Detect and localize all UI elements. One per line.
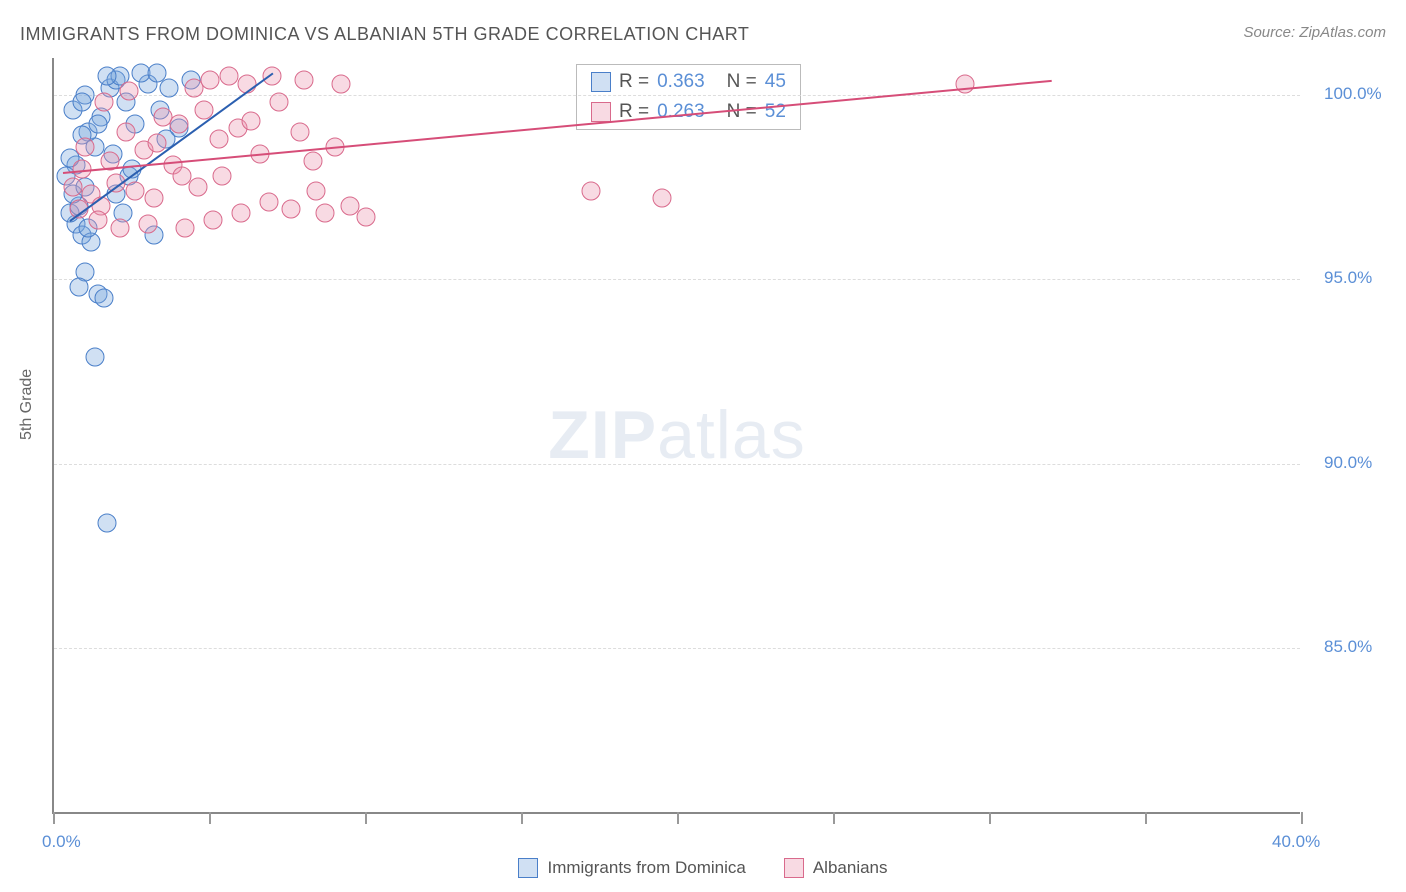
x-tick	[1301, 812, 1303, 824]
data-point	[73, 93, 92, 112]
data-point	[332, 74, 351, 93]
data-point	[210, 130, 229, 149]
data-point	[160, 78, 179, 97]
data-point	[144, 189, 163, 208]
data-point	[282, 200, 301, 219]
legend-row: R = 0.363 N = 45	[577, 67, 800, 97]
data-point	[98, 513, 117, 532]
data-point	[69, 277, 88, 296]
watermark: ZIPatlas	[548, 396, 805, 474]
legend-swatch	[591, 72, 611, 92]
series-name: Albanians	[813, 858, 888, 878]
legend-n-label: N =	[727, 101, 757, 123]
data-point	[291, 122, 310, 141]
legend-swatch	[784, 858, 804, 878]
x-tick	[1145, 812, 1147, 824]
data-point	[138, 214, 157, 233]
chart-title: IMMIGRANTS FROM DOMINICA VS ALBANIAN 5TH…	[20, 24, 749, 45]
y-tick-label: 85.0%	[1324, 637, 1372, 657]
x-tick	[53, 812, 55, 824]
legend-swatch	[518, 858, 538, 878]
data-point	[219, 67, 238, 86]
data-point	[357, 207, 376, 226]
data-point	[98, 67, 117, 86]
data-point	[260, 192, 279, 211]
x-tick-label: 40.0%	[1272, 832, 1320, 852]
series-name: Immigrants from Dominica	[547, 858, 745, 878]
data-point	[85, 347, 104, 366]
data-point	[126, 181, 145, 200]
data-point	[94, 288, 113, 307]
data-point	[116, 122, 135, 141]
x-tick	[209, 812, 211, 824]
data-point	[316, 203, 335, 222]
gridline	[54, 648, 1300, 649]
watermark-light: atlas	[657, 397, 806, 473]
data-point	[294, 71, 313, 90]
data-point	[307, 181, 326, 200]
data-point	[169, 115, 188, 134]
data-point	[188, 178, 207, 197]
legend-swatch	[591, 102, 611, 122]
x-tick	[521, 812, 523, 824]
legend-n-label: N =	[727, 71, 757, 93]
legend-r-value: 0.363	[657, 71, 705, 93]
data-point	[88, 211, 107, 230]
data-point	[147, 63, 166, 82]
y-axis-label: 5th Grade	[18, 369, 36, 440]
data-point	[94, 93, 113, 112]
x-tick	[989, 812, 991, 824]
data-point	[269, 93, 288, 112]
gridline	[54, 464, 1300, 465]
source-label: Source: ZipAtlas.com	[1243, 24, 1386, 41]
data-point	[241, 111, 260, 130]
data-point	[201, 71, 220, 90]
plot-area: ZIPatlas R =0.363N =45R =0.263N =52	[52, 58, 1300, 814]
x-tick	[833, 812, 835, 824]
y-tick-label: 100.0%	[1324, 84, 1382, 104]
data-point	[88, 115, 107, 134]
series-legend-item: Immigrants from Dominica	[518, 858, 745, 878]
watermark-bold: ZIP	[548, 397, 657, 473]
data-point	[232, 203, 251, 222]
data-point	[76, 137, 95, 156]
data-point	[213, 167, 232, 186]
data-point	[303, 152, 322, 171]
x-tick	[677, 812, 679, 824]
series-legend: Immigrants from Dominica Albanians	[0, 858, 1406, 878]
data-point	[176, 218, 195, 237]
x-tick	[365, 812, 367, 824]
y-tick-label: 90.0%	[1324, 453, 1372, 473]
x-tick-label: 0.0%	[42, 832, 81, 852]
data-point	[204, 211, 223, 230]
data-point	[581, 181, 600, 200]
data-point	[110, 218, 129, 237]
data-point	[147, 133, 166, 152]
data-point	[653, 189, 672, 208]
y-tick-label: 95.0%	[1324, 268, 1372, 288]
data-point	[119, 82, 138, 101]
legend-r-label: R =	[619, 71, 649, 93]
gridline	[54, 279, 1300, 280]
data-point	[63, 178, 82, 197]
series-legend-item: Albanians	[784, 858, 888, 878]
legend-n-value: 45	[765, 71, 786, 93]
